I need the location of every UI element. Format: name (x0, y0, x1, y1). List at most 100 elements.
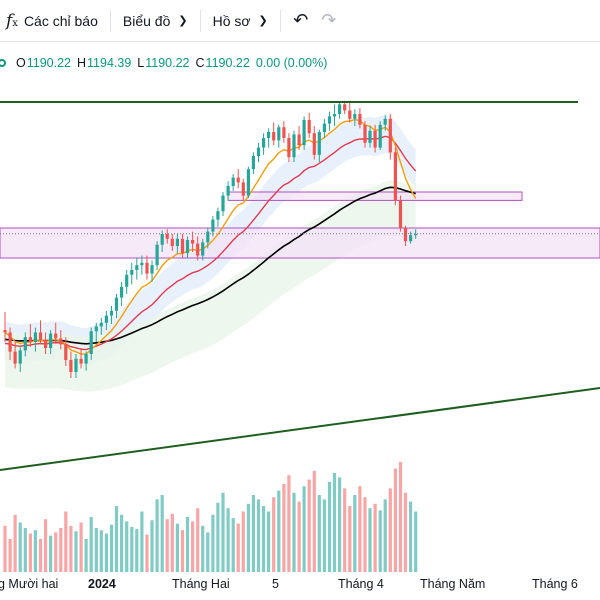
volume-bar (327, 481, 332, 572)
candle (246, 166, 250, 198)
candle-body (414, 234, 418, 236)
volume-bar (246, 503, 250, 572)
candle (13, 342, 17, 369)
volume-bar (353, 495, 357, 572)
candle (282, 121, 286, 143)
drawings[interactable] (0, 101, 600, 471)
candle-body (3, 330, 7, 333)
candle (221, 192, 225, 216)
candle-body (393, 152, 397, 201)
candle-body (363, 124, 367, 143)
candle-body (256, 147, 261, 156)
candle (18, 346, 22, 372)
volume-bar (125, 521, 129, 572)
chart-type-button[interactable]: Biểu đồ ❯ (117, 6, 194, 36)
candle-body (211, 219, 215, 232)
candle-body (160, 234, 164, 245)
undo-icon: ↶ (293, 10, 309, 30)
volume-bar (49, 535, 53, 572)
candle (145, 255, 149, 280)
volume-bar (191, 521, 195, 572)
candle (322, 118, 326, 138)
volume-bar (393, 468, 397, 572)
candle-body (241, 182, 245, 196)
candle (28, 324, 32, 347)
volume-bar (216, 502, 220, 572)
volume-bar (38, 539, 43, 572)
candle (241, 178, 245, 201)
candle-body (343, 104, 347, 111)
series-dot-icon[interactable] (0, 59, 6, 67)
volume-bar (383, 499, 387, 572)
candle-body (104, 315, 108, 323)
candle (414, 229, 418, 239)
candle (185, 236, 190, 258)
candle-body (332, 114, 337, 117)
candle (79, 348, 83, 369)
volume-bar (18, 522, 22, 572)
candle-body (69, 360, 73, 372)
candle (383, 115, 387, 131)
candle-body (327, 116, 332, 124)
change-value: 0.00 (0.00%) (255, 56, 328, 70)
close-label: C (195, 56, 205, 70)
candle-body (292, 134, 296, 158)
candle (38, 320, 43, 345)
candle (348, 102, 352, 123)
candle-body (312, 133, 316, 155)
candle (114, 294, 119, 318)
candle-body (170, 238, 174, 246)
candle (191, 231, 195, 252)
candle-body (23, 337, 27, 351)
candle-body (8, 332, 12, 352)
volume-bar (241, 511, 245, 572)
redo-icon: ↷ (321, 10, 337, 30)
candle (409, 231, 413, 244)
candle (150, 260, 154, 282)
undo-button[interactable]: ↶ (287, 6, 315, 36)
close-value: 1190.22 (205, 56, 250, 70)
indicators-button[interactable]: fx Các chỉ báo (0, 6, 104, 36)
redo-button[interactable]: ↷ (315, 6, 343, 36)
low-value: 1190.22 (145, 56, 190, 70)
volume-bar (348, 506, 352, 572)
time-axis-label: Tháng Hai (172, 577, 230, 591)
candle (398, 195, 403, 232)
profile-button[interactable]: Hồ sơ ❯ (207, 6, 274, 36)
candle (180, 234, 185, 258)
candle (287, 133, 291, 162)
volume-bar (343, 488, 347, 572)
candle-body (251, 156, 255, 170)
candle (135, 258, 139, 280)
candle-body (231, 177, 235, 186)
candle (206, 228, 210, 249)
candle-body (388, 118, 392, 153)
candle-body (114, 297, 119, 311)
candle (216, 207, 220, 227)
candle-body (246, 169, 250, 196)
candle (89, 327, 93, 360)
candle-body (368, 130, 372, 143)
volume-bar (332, 473, 337, 572)
candle (201, 238, 205, 261)
volume-bar (267, 511, 271, 572)
candle-body (373, 130, 377, 148)
candle (33, 327, 37, 352)
volume-bar (145, 534, 149, 572)
toolbar-separator (279, 9, 281, 32)
volume-bar (175, 523, 179, 572)
candle (130, 262, 134, 285)
candle (196, 236, 200, 261)
candle-body (109, 310, 114, 316)
volume-bar (114, 506, 119, 572)
candle (74, 354, 78, 378)
candle (120, 282, 124, 306)
volume-bar (185, 517, 190, 572)
volume-bar (378, 510, 382, 572)
candle-body (175, 238, 179, 246)
candle-body (135, 265, 139, 270)
candle (84, 351, 88, 371)
candle (236, 169, 240, 189)
candle (251, 152, 255, 174)
